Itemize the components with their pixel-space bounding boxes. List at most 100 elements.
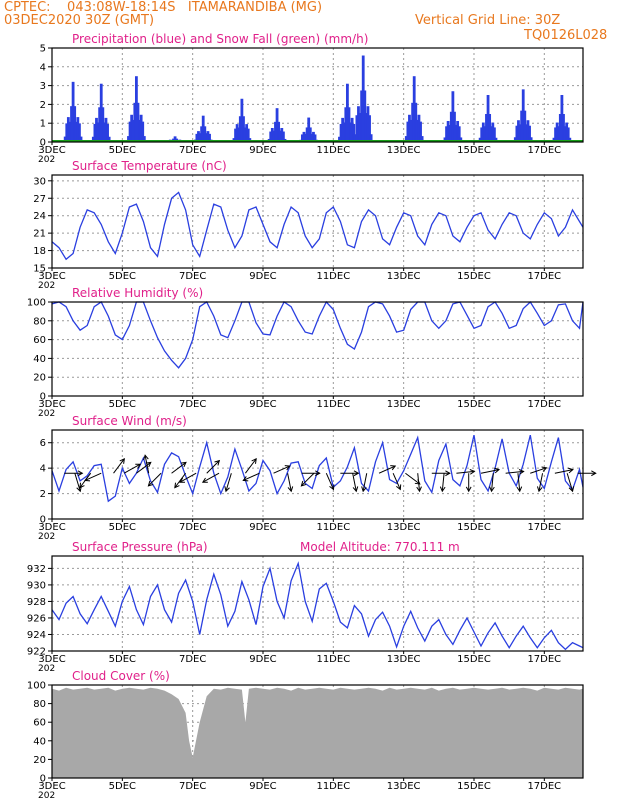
y-tick-label: 3 [40, 81, 46, 92]
y-tick-label: 932 [27, 564, 46, 575]
precip-bar [195, 133, 199, 142]
precip-bar [349, 122, 352, 142]
y-tick-label: 80 [33, 316, 46, 327]
wind-arrow [202, 472, 220, 483]
precip-bar [133, 102, 137, 142]
precip-bar [95, 117, 98, 142]
wind-arrow [273, 465, 290, 474]
wind-arrow [362, 473, 368, 492]
x-tick-label: 13DEC [387, 781, 421, 792]
precip-bar [73, 106, 77, 142]
y-tick-label: 4 [40, 62, 46, 73]
precip-bar [203, 126, 207, 142]
x-tick-label: 9DEC [249, 781, 276, 792]
y-tick-label: 24 [33, 211, 46, 222]
x-tick-label: 17DEC [527, 522, 561, 533]
precip-bar [459, 137, 463, 142]
precip-bar [102, 122, 106, 142]
wind-arrow [225, 473, 232, 492]
precip-bar [515, 125, 519, 142]
y-tick-label: 6 [40, 438, 46, 449]
precip-bar [280, 127, 284, 142]
precip-bar [457, 126, 461, 142]
wind-arrow-head [145, 461, 152, 468]
y-tick-label: 4 [40, 464, 46, 475]
panel-title: Relative Humidity (%) [72, 286, 203, 300]
wind-arrow-head [329, 484, 335, 491]
x-tick-label: 7DEC [179, 399, 206, 410]
precip-bar [350, 117, 354, 142]
x-tick-label: 5DEC [109, 654, 136, 665]
y-tick-label: 80 [33, 699, 46, 710]
x-tick-label: 11DEC [316, 522, 350, 533]
precip-bar [358, 112, 362, 142]
precip-bar [128, 121, 132, 142]
x-tick-label: 3DEC [38, 271, 65, 282]
wind-arrow-head [465, 486, 472, 493]
precip-bar [355, 115, 359, 142]
wind-arrow [171, 462, 187, 474]
precip-bar [304, 133, 307, 142]
wind-arrow-head [396, 484, 402, 491]
precip-bar [243, 127, 247, 142]
wind-arrow [206, 460, 220, 474]
x-year-label: 202 [38, 532, 55, 542]
precip-bar [492, 127, 496, 142]
wind-arrow [148, 472, 162, 487]
x-tick-label: 17DEC [527, 781, 561, 792]
wind-arrow-head [201, 477, 208, 483]
precip-bar [127, 136, 130, 142]
wind-arrow [113, 458, 125, 474]
x-tick-label: 11DEC [316, 399, 350, 410]
wind-arrow-head [439, 486, 446, 493]
x-tick-label: 7DEC [179, 271, 206, 282]
precip-bar [76, 117, 80, 142]
precip-bar [173, 136, 177, 142]
wind-arrow-head [224, 486, 230, 493]
precip-bar [313, 134, 317, 142]
precip-bar [345, 83, 349, 142]
wind-arrow [530, 467, 547, 474]
wind-arrow [538, 473, 544, 492]
panel-4 [48, 429, 597, 522]
wind-arrow-head [315, 470, 321, 477]
precip-bar [568, 137, 572, 142]
precip-bar [363, 90, 367, 142]
panel-2 [48, 174, 584, 271]
precip-bar [443, 137, 447, 142]
x-tick-label: 15DEC [457, 145, 491, 156]
wind-arrow-head [469, 469, 476, 475]
precip-bar [305, 127, 309, 142]
wind-arrow-head [361, 486, 367, 493]
precip-bar [478, 137, 482, 142]
precip-bar [91, 136, 95, 142]
precip-bar [134, 76, 138, 142]
precip-bar [99, 83, 103, 142]
precip-bar [281, 131, 285, 142]
x-tick-label: 17DEC [527, 271, 561, 282]
y-tick-label: 27 [33, 194, 46, 205]
precip-bar [104, 117, 108, 142]
y-tick-label: 21 [33, 229, 46, 240]
precip-bar [451, 91, 455, 142]
x-year-label: 202 [38, 664, 55, 674]
precip-bar [352, 123, 356, 142]
precip-bar [529, 137, 533, 142]
precip-bar [136, 102, 140, 142]
precip-bar [274, 121, 277, 142]
precip-bar [448, 124, 452, 142]
precip-bar [454, 124, 458, 142]
x-tick-label: 5DEC [109, 271, 136, 282]
precip-bar [411, 102, 415, 142]
precip-bar [245, 124, 249, 142]
precip-bar [456, 120, 460, 142]
precip-bar [353, 134, 357, 142]
precip-bar [560, 95, 564, 142]
x-tick-label: 7DEC [179, 145, 206, 156]
y-tick-label: 0 [40, 515, 46, 526]
y-tick-label: 100 [27, 298, 46, 309]
x-tick-label: 5DEC [109, 399, 136, 410]
x-tick-label: 11DEC [316, 271, 350, 282]
precip-bar [565, 122, 569, 142]
